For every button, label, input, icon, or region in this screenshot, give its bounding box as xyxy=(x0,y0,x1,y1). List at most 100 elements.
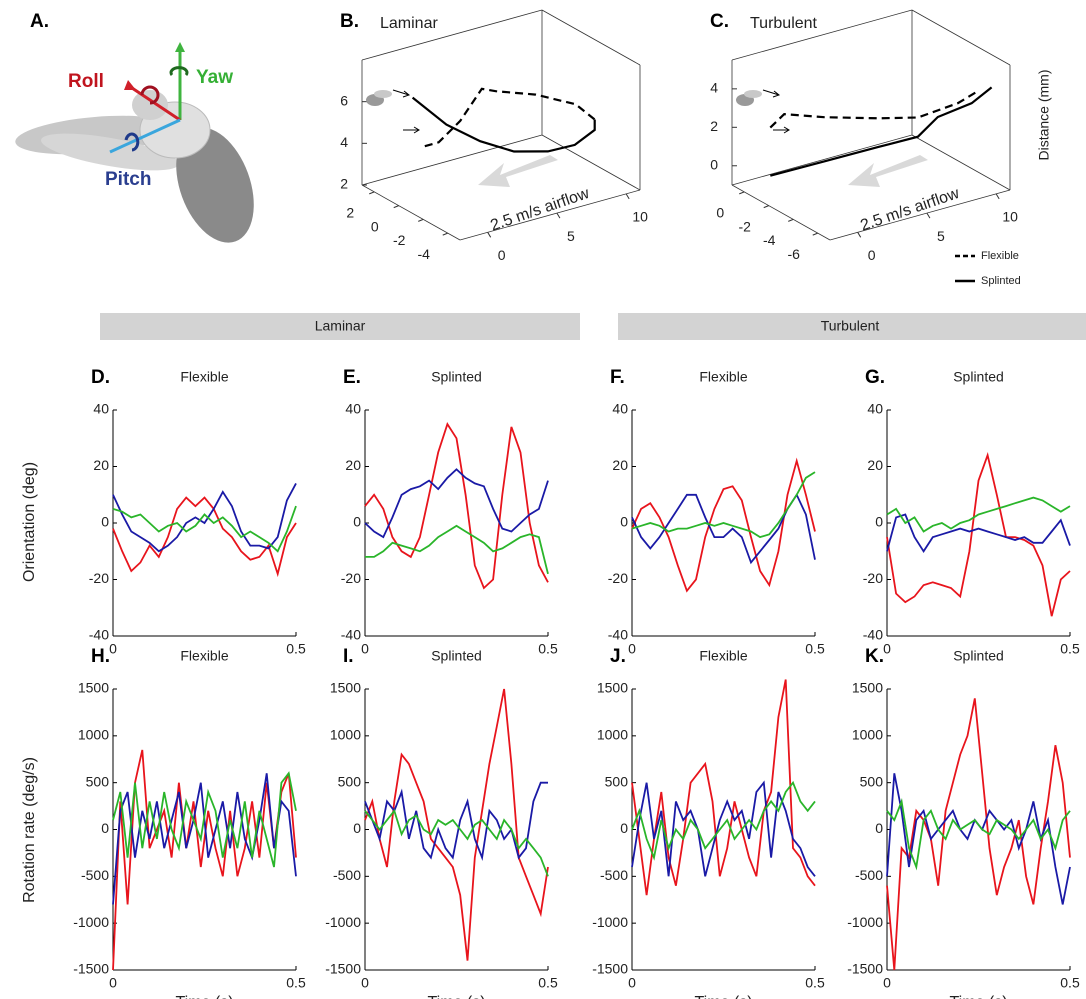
x-tick-label: 0 xyxy=(361,975,369,991)
panel-label: K. xyxy=(865,646,884,667)
y-tick-label: 40 xyxy=(867,401,883,417)
y-tick xyxy=(739,192,744,194)
panel-label: J. xyxy=(610,646,626,667)
y-tick-label: -40 xyxy=(863,627,883,643)
y-tick-label: 0 xyxy=(716,205,724,221)
x-tick-label: 0.5 xyxy=(538,975,558,991)
y-tick-label: 1000 xyxy=(597,727,628,743)
fly-icon xyxy=(744,90,762,98)
y-tick-label: 20 xyxy=(867,457,883,473)
y-tick-label: 500 xyxy=(860,773,884,789)
box-edge xyxy=(732,135,912,185)
y-tick-label: -20 xyxy=(341,570,361,586)
yaw-label: Yaw xyxy=(196,67,233,88)
y-tick-label: -20 xyxy=(89,570,109,586)
panel-label: F. xyxy=(610,367,625,388)
y-tick xyxy=(813,233,818,235)
y-tick-label: 2 xyxy=(346,205,354,221)
x-tick xyxy=(858,232,861,237)
x-axis-label: Time (s) xyxy=(427,994,485,999)
y-tick-label: 40 xyxy=(345,401,361,417)
y-tick-label: -1500 xyxy=(325,961,361,977)
panel-label: A. xyxy=(30,11,49,32)
y-tick-label: 1500 xyxy=(597,680,628,696)
x-tick xyxy=(626,194,629,199)
x-tick xyxy=(488,232,491,237)
y-tick-label: 0 xyxy=(620,514,628,530)
box-edge xyxy=(542,135,640,190)
z-tick-label: 4 xyxy=(710,80,718,96)
series-line xyxy=(887,515,1070,552)
y-tick-label: -1500 xyxy=(73,961,109,977)
y-tick-label: 40 xyxy=(93,401,109,417)
y-tick-label: 500 xyxy=(605,773,629,789)
x-tick-label: 0 xyxy=(109,975,117,991)
y-tick-label: -1500 xyxy=(847,961,883,977)
trajectory xyxy=(770,91,978,127)
group-title: Turbulent xyxy=(821,318,880,334)
x-tick-label: 0 xyxy=(361,641,369,657)
y-tick-label: -1000 xyxy=(73,914,109,930)
z-tick-label: 2 xyxy=(710,118,718,134)
airflow-arrow xyxy=(478,155,558,187)
y-tick-label: 0 xyxy=(875,514,883,530)
series-line xyxy=(365,469,548,537)
box-edge xyxy=(912,135,1010,190)
x-axis-label: Time (s) xyxy=(949,994,1007,999)
panel-title: Flexible xyxy=(180,369,228,385)
y-tick-label: -1000 xyxy=(325,914,361,930)
y-tick-label: 500 xyxy=(338,773,362,789)
y-tick-label: 1500 xyxy=(852,680,883,696)
x-tick xyxy=(996,194,999,199)
panel-label: D. xyxy=(91,367,110,388)
panel-label: B. xyxy=(340,11,359,32)
x-tick xyxy=(557,213,560,218)
roll-label: Roll xyxy=(68,71,104,92)
box-edge xyxy=(542,10,640,65)
y-tick xyxy=(418,219,423,221)
y-tick xyxy=(394,206,399,208)
series-line xyxy=(632,472,815,537)
legend-label: Splinted xyxy=(981,275,1021,287)
panel-title: Turbulent xyxy=(750,15,818,32)
box-edge xyxy=(362,135,542,185)
x-tick-label: 0 xyxy=(628,975,636,991)
x-tick-label: 0.5 xyxy=(286,975,306,991)
trajectory xyxy=(425,89,595,146)
y-tick-label: 1500 xyxy=(330,680,361,696)
panel-label: I. xyxy=(343,646,354,667)
y-tick-label: 0 xyxy=(620,820,628,836)
y-tick-label: -1000 xyxy=(847,914,883,930)
series-line xyxy=(113,498,296,574)
trajectory xyxy=(770,87,991,175)
pitch-label: Pitch xyxy=(105,169,151,190)
y-tick-label: -500 xyxy=(855,867,883,883)
panel-title: Splinted xyxy=(953,369,1004,385)
x-tick-label: 0.5 xyxy=(286,641,306,657)
panel-label: H. xyxy=(91,646,110,667)
x-axis-label: Time (s) xyxy=(175,994,233,999)
x-tick-label: 0.5 xyxy=(1060,641,1080,657)
z-tick-label: 0 xyxy=(710,156,718,172)
x-tick-label: 0.5 xyxy=(805,641,825,657)
y-tick-label: -500 xyxy=(600,867,628,883)
y-tick-label: -20 xyxy=(608,570,628,586)
y-tick-label: -20 xyxy=(863,570,883,586)
direction-arrow xyxy=(403,127,419,133)
direction-arrow xyxy=(393,90,409,97)
series-line xyxy=(632,495,815,563)
x-tick-label: 0 xyxy=(883,641,891,657)
x-tick-label: 0.5 xyxy=(805,975,825,991)
y-tick-label: -500 xyxy=(333,867,361,883)
z-tick-label: 4 xyxy=(340,134,348,150)
annotation: 2.5 m/s airflow xyxy=(858,185,961,235)
x-tick-label: 0 xyxy=(109,641,117,657)
z-axis-label: Distance (mm) xyxy=(1036,69,1052,160)
trajectory xyxy=(413,98,595,152)
y-tick-label: -1500 xyxy=(592,961,628,977)
panel-label: E. xyxy=(343,367,361,388)
annotation: 2.5 m/s airflow xyxy=(488,185,591,235)
direction-arrow xyxy=(763,90,779,97)
x-tick-label: 0 xyxy=(868,247,876,263)
airflow-arrow xyxy=(848,155,928,187)
